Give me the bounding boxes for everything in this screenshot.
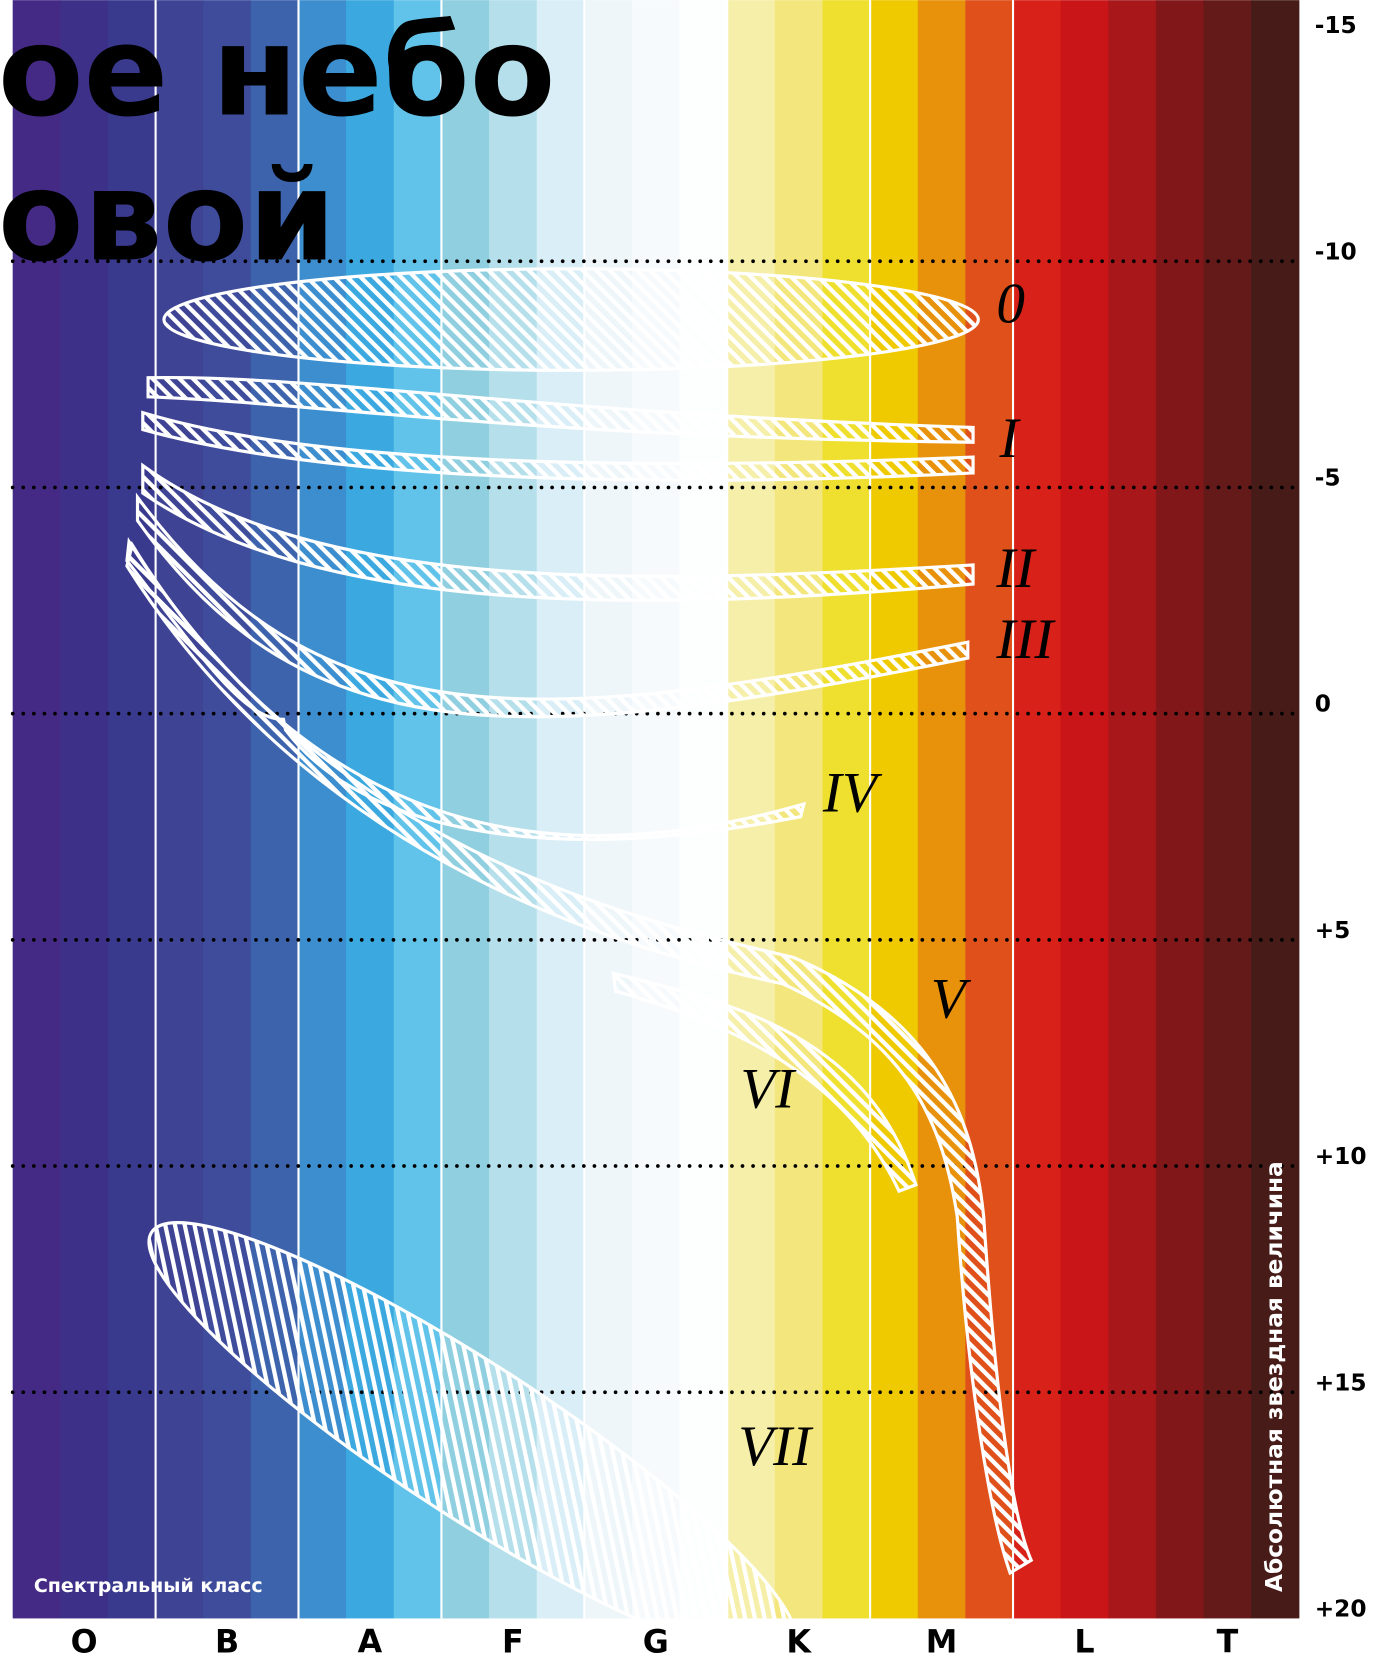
stripe (1108, 0, 1156, 1618)
x-tick-label: O (71, 1624, 98, 1660)
stripe (1061, 0, 1109, 1618)
x-tick-label: M (926, 1624, 958, 1660)
title-line: овой (0, 144, 336, 289)
x-tick-label: B (215, 1624, 239, 1660)
stripe (584, 0, 632, 1618)
y-tick-label: -5 (1315, 464, 1341, 491)
x-tick-label: K (786, 1624, 812, 1660)
y-tick-label: 0 (1315, 691, 1331, 718)
x-tick-label: L (1074, 1624, 1094, 1660)
y-tick-label: +10 (1315, 1143, 1367, 1170)
stripe (1156, 0, 1204, 1618)
x-tick-label: G (643, 1624, 669, 1660)
stripe (1013, 0, 1061, 1618)
luminosity-label: II (995, 537, 1037, 600)
y-tick-label: -15 (1315, 12, 1357, 39)
stripe (727, 0, 775, 1618)
luminosity-label: IV (822, 761, 883, 824)
luminosity-label: VII (738, 1415, 814, 1478)
x-tick-label: A (358, 1624, 383, 1660)
luminosity-label: V (931, 968, 972, 1031)
x-tick-label: F (502, 1624, 524, 1660)
stripe (1204, 0, 1252, 1618)
y-tick-label: +20 (1315, 1595, 1367, 1622)
y-tick-label: +15 (1315, 1369, 1367, 1396)
title-line: ое небо (0, 0, 555, 144)
x-axis-label: Спектральный класс (34, 1575, 263, 1597)
luminosity-label: III (995, 608, 1056, 671)
y-tick-label: -10 (1315, 238, 1357, 265)
stripe (680, 0, 728, 1618)
stripe (918, 0, 966, 1618)
x-tick-label: T (1217, 1624, 1239, 1660)
stripe (537, 0, 585, 1618)
stripe (870, 0, 918, 1618)
chart: ое небо овой 0 I II III IV V VI VII Спек… (0, 0, 1375, 1663)
stripe (632, 0, 680, 1618)
y-tick-label: +5 (1315, 917, 1351, 944)
y-axis-label: Абсолютная звездная величина (1261, 1161, 1288, 1592)
luminosity-label: 0 (996, 273, 1025, 336)
luminosity-label: I (999, 407, 1022, 470)
luminosity-label: VI (740, 1058, 797, 1121)
